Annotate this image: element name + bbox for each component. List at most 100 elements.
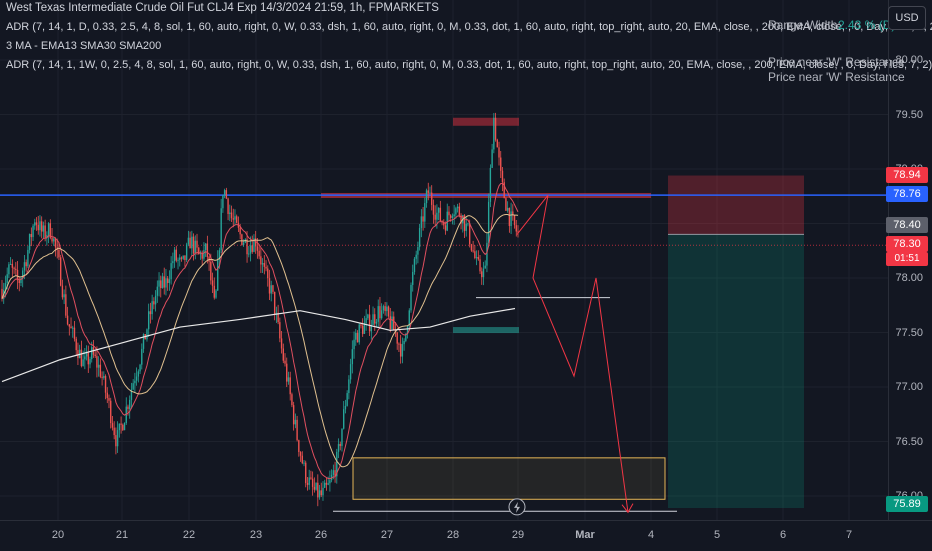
candle-body [437, 207, 440, 213]
candle-body [165, 278, 167, 288]
candle-body [68, 324, 71, 327]
candle-body [368, 314, 371, 332]
candle-body [406, 325, 409, 334]
candle-body [211, 280, 214, 286]
candle-body [512, 211, 514, 216]
candle-body [170, 263, 172, 280]
time-tick-label: 26 [314, 529, 328, 541]
candle-body [47, 223, 50, 236]
candle-body [96, 356, 98, 368]
candle-body [484, 265, 486, 269]
candle-body [310, 477, 312, 479]
candle-body [166, 278, 169, 283]
candle-body [130, 389, 133, 400]
candle-body [201, 252, 203, 259]
projection-path [516, 194, 629, 513]
candle-body [287, 377, 290, 382]
candle-body [463, 215, 466, 231]
candle-body [386, 306, 388, 312]
candle-body [70, 326, 72, 329]
candle-body [160, 280, 162, 289]
candle-body [106, 392, 108, 399]
candle-body [123, 423, 126, 431]
candle-body [367, 314, 369, 319]
candle-body [142, 334, 145, 349]
candle-body [239, 227, 241, 235]
candle-body [410, 284, 412, 311]
candle-body [311, 478, 314, 487]
candle-body [486, 242, 488, 266]
candle-body [1, 288, 3, 299]
candle-body [489, 167, 492, 202]
candle-body [256, 246, 259, 251]
time-tick-label: 4 [647, 529, 655, 541]
candle-body [111, 423, 114, 428]
time-tick-label: 28 [446, 529, 460, 541]
candle-body [13, 267, 15, 269]
candle-body [120, 423, 122, 425]
candle-body [303, 462, 305, 464]
candle-body [194, 240, 196, 254]
candle-body [141, 348, 143, 365]
candle-body [318, 490, 321, 498]
candle-body [161, 276, 164, 289]
candle-body [213, 285, 215, 298]
candle-body [80, 349, 83, 367]
candle-body [299, 452, 302, 456]
candle-body [413, 258, 416, 272]
candle-body [279, 322, 281, 339]
indicator-ma[interactable]: 3 MA - EMA13 SMA30 SMA200 [6, 40, 162, 52]
candle-body [51, 237, 53, 242]
candle-body [482, 268, 485, 278]
candle-body [265, 266, 267, 269]
candle-body [180, 257, 183, 259]
price-chart[interactable] [0, 0, 888, 520]
candle-body [108, 398, 110, 401]
candle-body [327, 483, 329, 485]
candle-body [384, 306, 386, 312]
candle-body [272, 285, 274, 292]
candle-body [372, 314, 374, 326]
chart-area[interactable] [0, 0, 888, 520]
candle-body [132, 383, 134, 390]
candle-body [470, 244, 473, 251]
candle-body [99, 364, 102, 377]
candle-body [40, 221, 43, 232]
candle-body [356, 332, 359, 343]
candle-body [270, 285, 272, 294]
currency-button[interactable]: USD [888, 6, 926, 30]
candle-body [296, 419, 298, 441]
candle-body [334, 470, 336, 477]
candle-body [104, 376, 107, 393]
candle-body [515, 225, 517, 232]
candle-body [85, 352, 88, 357]
candle-body [217, 259, 219, 291]
candle-body [422, 216, 424, 222]
candle-body [315, 482, 317, 490]
last-price-badge: 78.30 [886, 236, 928, 252]
candle-body [427, 190, 429, 193]
time-axis[interactable]: 20 21 22 23 26 27 28 29 Mar 4 5 6 7 [0, 520, 932, 551]
candle-body [380, 310, 383, 319]
supply-mark-top [453, 117, 519, 126]
candle-body [227, 198, 229, 214]
candle-body [396, 332, 398, 344]
indicator-adr-2[interactable]: ADR (7, 14, 1, 1W, 0, 2.5, 4, 8, sol, 1,… [6, 59, 932, 71]
candle-body [127, 406, 129, 409]
candle-body [291, 394, 293, 406]
candle-body [465, 223, 467, 231]
time-tick-label: 22 [182, 529, 196, 541]
candle-body [20, 278, 22, 284]
candle-body [505, 198, 507, 211]
candle-body [232, 218, 234, 220]
candle-body [458, 206, 461, 216]
candle-body [22, 270, 24, 279]
candle-body [349, 364, 352, 380]
candle-body [25, 262, 27, 267]
indicator-adr-1[interactable]: ADR (7, 14, 1, D, 0.33, 2.5, 4, 8, sol, … [6, 21, 932, 33]
candle-body [44, 225, 46, 238]
range-width-label: Range Width: [768, 18, 841, 32]
candle-body [487, 201, 490, 243]
candle-body [455, 208, 457, 215]
candle-body [403, 340, 405, 345]
